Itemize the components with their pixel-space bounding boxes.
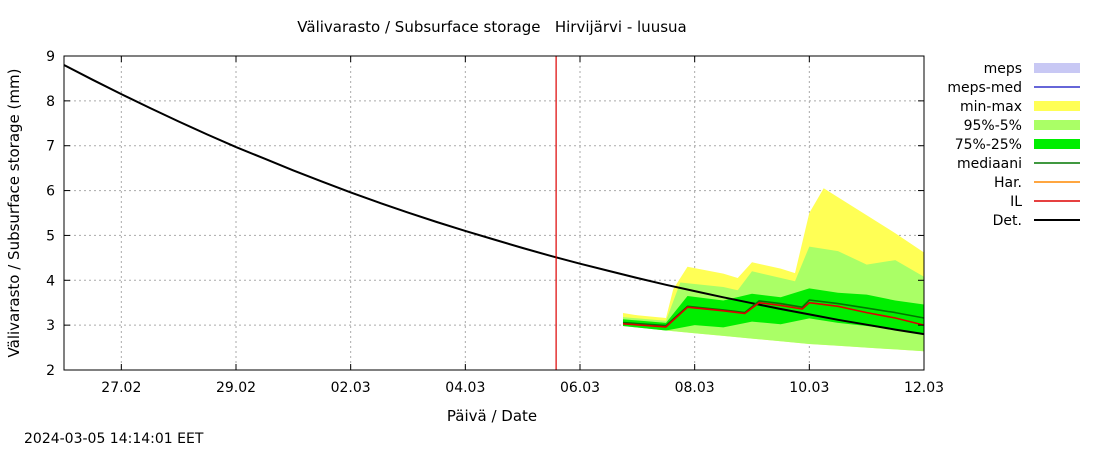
legend-label: IL bbox=[1010, 194, 1022, 210]
legend-swatch bbox=[1034, 139, 1080, 149]
series-line-il bbox=[622, 301, 925, 328]
y-axis-title: Välivarasto / Subsurface storage (mm) bbox=[5, 69, 23, 358]
y-tick-label: 6 bbox=[46, 184, 55, 200]
y-tick-label: 2 bbox=[46, 363, 55, 379]
legend-label: Det. bbox=[993, 213, 1022, 229]
legend-label: 95%-5% bbox=[964, 118, 1022, 134]
legend-label: mediaani bbox=[957, 156, 1022, 172]
series-line-det bbox=[63, 64, 925, 336]
x-tick-label: 02.03 bbox=[331, 380, 371, 396]
legend-label: meps bbox=[984, 61, 1022, 77]
x-tick-label: 27.02 bbox=[101, 380, 141, 396]
y-tick-label: 7 bbox=[46, 139, 55, 155]
x-axis-title: Päivä / Date bbox=[447, 407, 537, 425]
y-tick-label: 5 bbox=[46, 228, 55, 244]
legend-label: Har. bbox=[994, 175, 1022, 191]
series-line-mediaani bbox=[622, 299, 925, 327]
y-tick-label: 4 bbox=[46, 273, 55, 289]
bands bbox=[623, 188, 924, 352]
legend-label: meps-med bbox=[947, 80, 1022, 96]
x-tick-label: 08.03 bbox=[675, 380, 715, 396]
x-tick-label: 06.03 bbox=[560, 380, 600, 396]
chart-title: Välivarasto / Subsurface storage Hirvijä… bbox=[297, 18, 686, 36]
lines bbox=[63, 64, 925, 336]
legend-label: min-max bbox=[960, 99, 1022, 115]
x-tick-label: 10.03 bbox=[789, 380, 829, 396]
plot-frame bbox=[63, 55, 925, 371]
legend: meps meps-med min-max 95%-5% 75%-25% mediaani… bbox=[947, 61, 1080, 229]
y-tick-label: 8 bbox=[46, 94, 55, 110]
legend-swatch bbox=[1034, 101, 1080, 111]
x-tick-label: 04.03 bbox=[445, 380, 485, 396]
x-tick-label: 29.02 bbox=[216, 380, 256, 396]
x-ticks: 27.02 29.02 02.03 04.03 06.03 08.03 10.03 12.03 bbox=[101, 56, 944, 396]
timestamp: 2024-03-05 14:14:01 EET bbox=[24, 431, 204, 447]
x-tick-label: 12.03 bbox=[904, 380, 944, 396]
legend-label: 75%-25% bbox=[955, 137, 1022, 153]
legend-swatch bbox=[1034, 63, 1080, 73]
legend-swatch bbox=[1034, 120, 1080, 130]
y-ticks: 2 3 4 5 6 7 8 9 bbox=[46, 49, 924, 379]
y-tick-label: 9 bbox=[46, 49, 55, 65]
y-tick-label: 3 bbox=[46, 318, 55, 334]
